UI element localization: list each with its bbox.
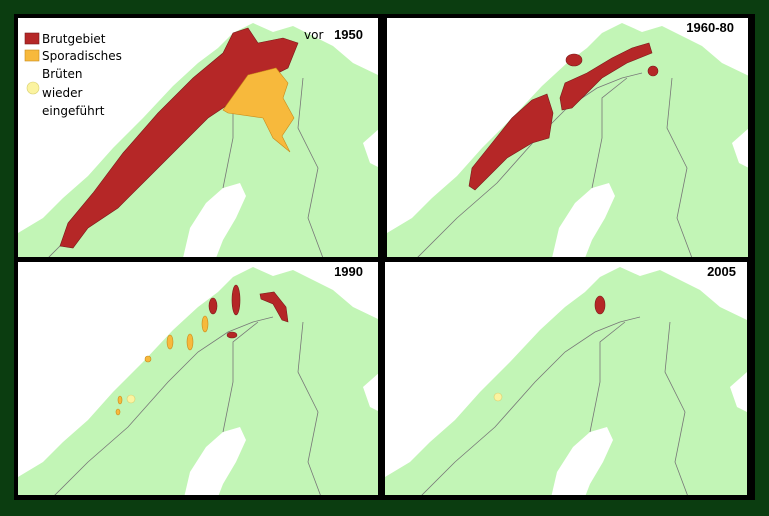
legend-label: Brüten — [42, 67, 82, 81]
land — [18, 262, 378, 495]
legend-label: Sporadisches — [42, 49, 122, 63]
panel-1950: Brutgebiet Sporadisches Brüten wieder ei… — [18, 18, 378, 257]
panel-2005: 2005 — [385, 262, 748, 495]
range-breeding — [594, 295, 606, 315]
range-breeding — [59, 27, 299, 249]
range-breeding — [468, 93, 554, 191]
panel-year: 1950 — [334, 27, 363, 42]
range-sporadic — [166, 334, 174, 350]
range-sporadic — [144, 355, 152, 363]
range-breeding — [647, 65, 659, 77]
legend-label: wieder — [42, 86, 83, 100]
land — [387, 18, 748, 257]
range-sporadic — [222, 67, 295, 153]
panel-year: 1990 — [334, 264, 363, 279]
panel-year: 2005 — [707, 264, 736, 279]
legend-label: eingeführt — [42, 104, 105, 118]
land — [385, 262, 748, 495]
range-breeding — [565, 53, 583, 67]
range-sporadic — [201, 315, 209, 333]
panel-year: 1960-80 — [686, 20, 734, 35]
legend-swatch — [24, 32, 40, 45]
legend-swatch — [24, 49, 40, 62]
range-reintroduced — [493, 392, 503, 402]
range-breeding — [259, 291, 289, 323]
panel-prefix: vor — [304, 28, 323, 42]
legend-swatch — [26, 81, 40, 95]
range-breeding — [231, 284, 241, 316]
legend-label: Brutgebiet — [42, 32, 106, 46]
range-sporadic — [115, 408, 121, 416]
panel-1990: 1990 — [18, 262, 378, 495]
range-sporadic — [117, 395, 123, 405]
range-breeding — [559, 42, 653, 111]
range-sporadic — [186, 333, 194, 351]
range-breeding — [226, 331, 238, 339]
range-breeding — [208, 297, 218, 315]
panel-1960-80: 1960-80 — [387, 18, 748, 257]
range-reintroduced — [126, 394, 136, 404]
